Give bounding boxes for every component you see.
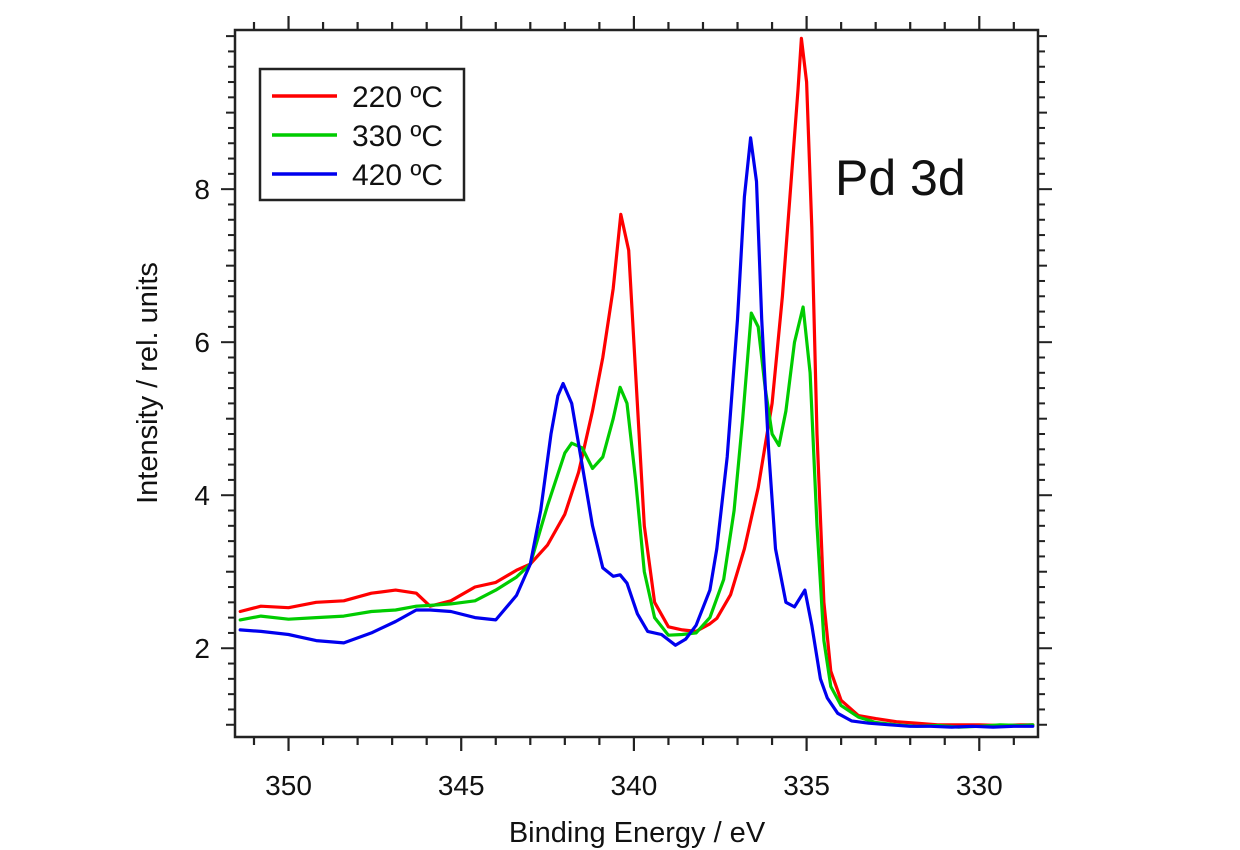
pd-3d-annotation: Pd 3d bbox=[835, 150, 966, 206]
plot-frame bbox=[233, 28, 1040, 739]
y-axis-title: Intensity / rel. units bbox=[132, 262, 164, 504]
y-tick-label: 4 bbox=[194, 480, 210, 511]
y-tick-label: 2 bbox=[194, 633, 210, 664]
x-tick-labels: 350 345 340 335 330 bbox=[265, 770, 1002, 801]
x-tick-label: 335 bbox=[783, 770, 830, 801]
y-tick-labels: 2 4 6 8 bbox=[194, 174, 210, 664]
y-tick-label: 6 bbox=[194, 327, 210, 358]
series-line-420 bbox=[238, 136, 1035, 729]
legend-label-420: 420 ºC bbox=[352, 159, 443, 192]
legend-label-220: 220 ºC bbox=[352, 81, 443, 114]
x-axis-title: Binding Energy / eV bbox=[509, 817, 766, 849]
series-line-220 bbox=[238, 36, 1035, 728]
legend: 220 ºC 330 ºC 420 ºC bbox=[258, 67, 466, 202]
y-tick-label: 8 bbox=[194, 174, 210, 205]
x-tick-label: 330 bbox=[956, 770, 1003, 801]
ticks-layer bbox=[221, 16, 1052, 751]
x-tick-label: 350 bbox=[265, 770, 312, 801]
series-layer bbox=[238, 36, 1035, 729]
legend-label-330: 330 ºC bbox=[352, 120, 443, 153]
x-tick-label: 345 bbox=[438, 770, 485, 801]
legend-box bbox=[258, 67, 466, 202]
x-tick-label: 340 bbox=[611, 770, 658, 801]
